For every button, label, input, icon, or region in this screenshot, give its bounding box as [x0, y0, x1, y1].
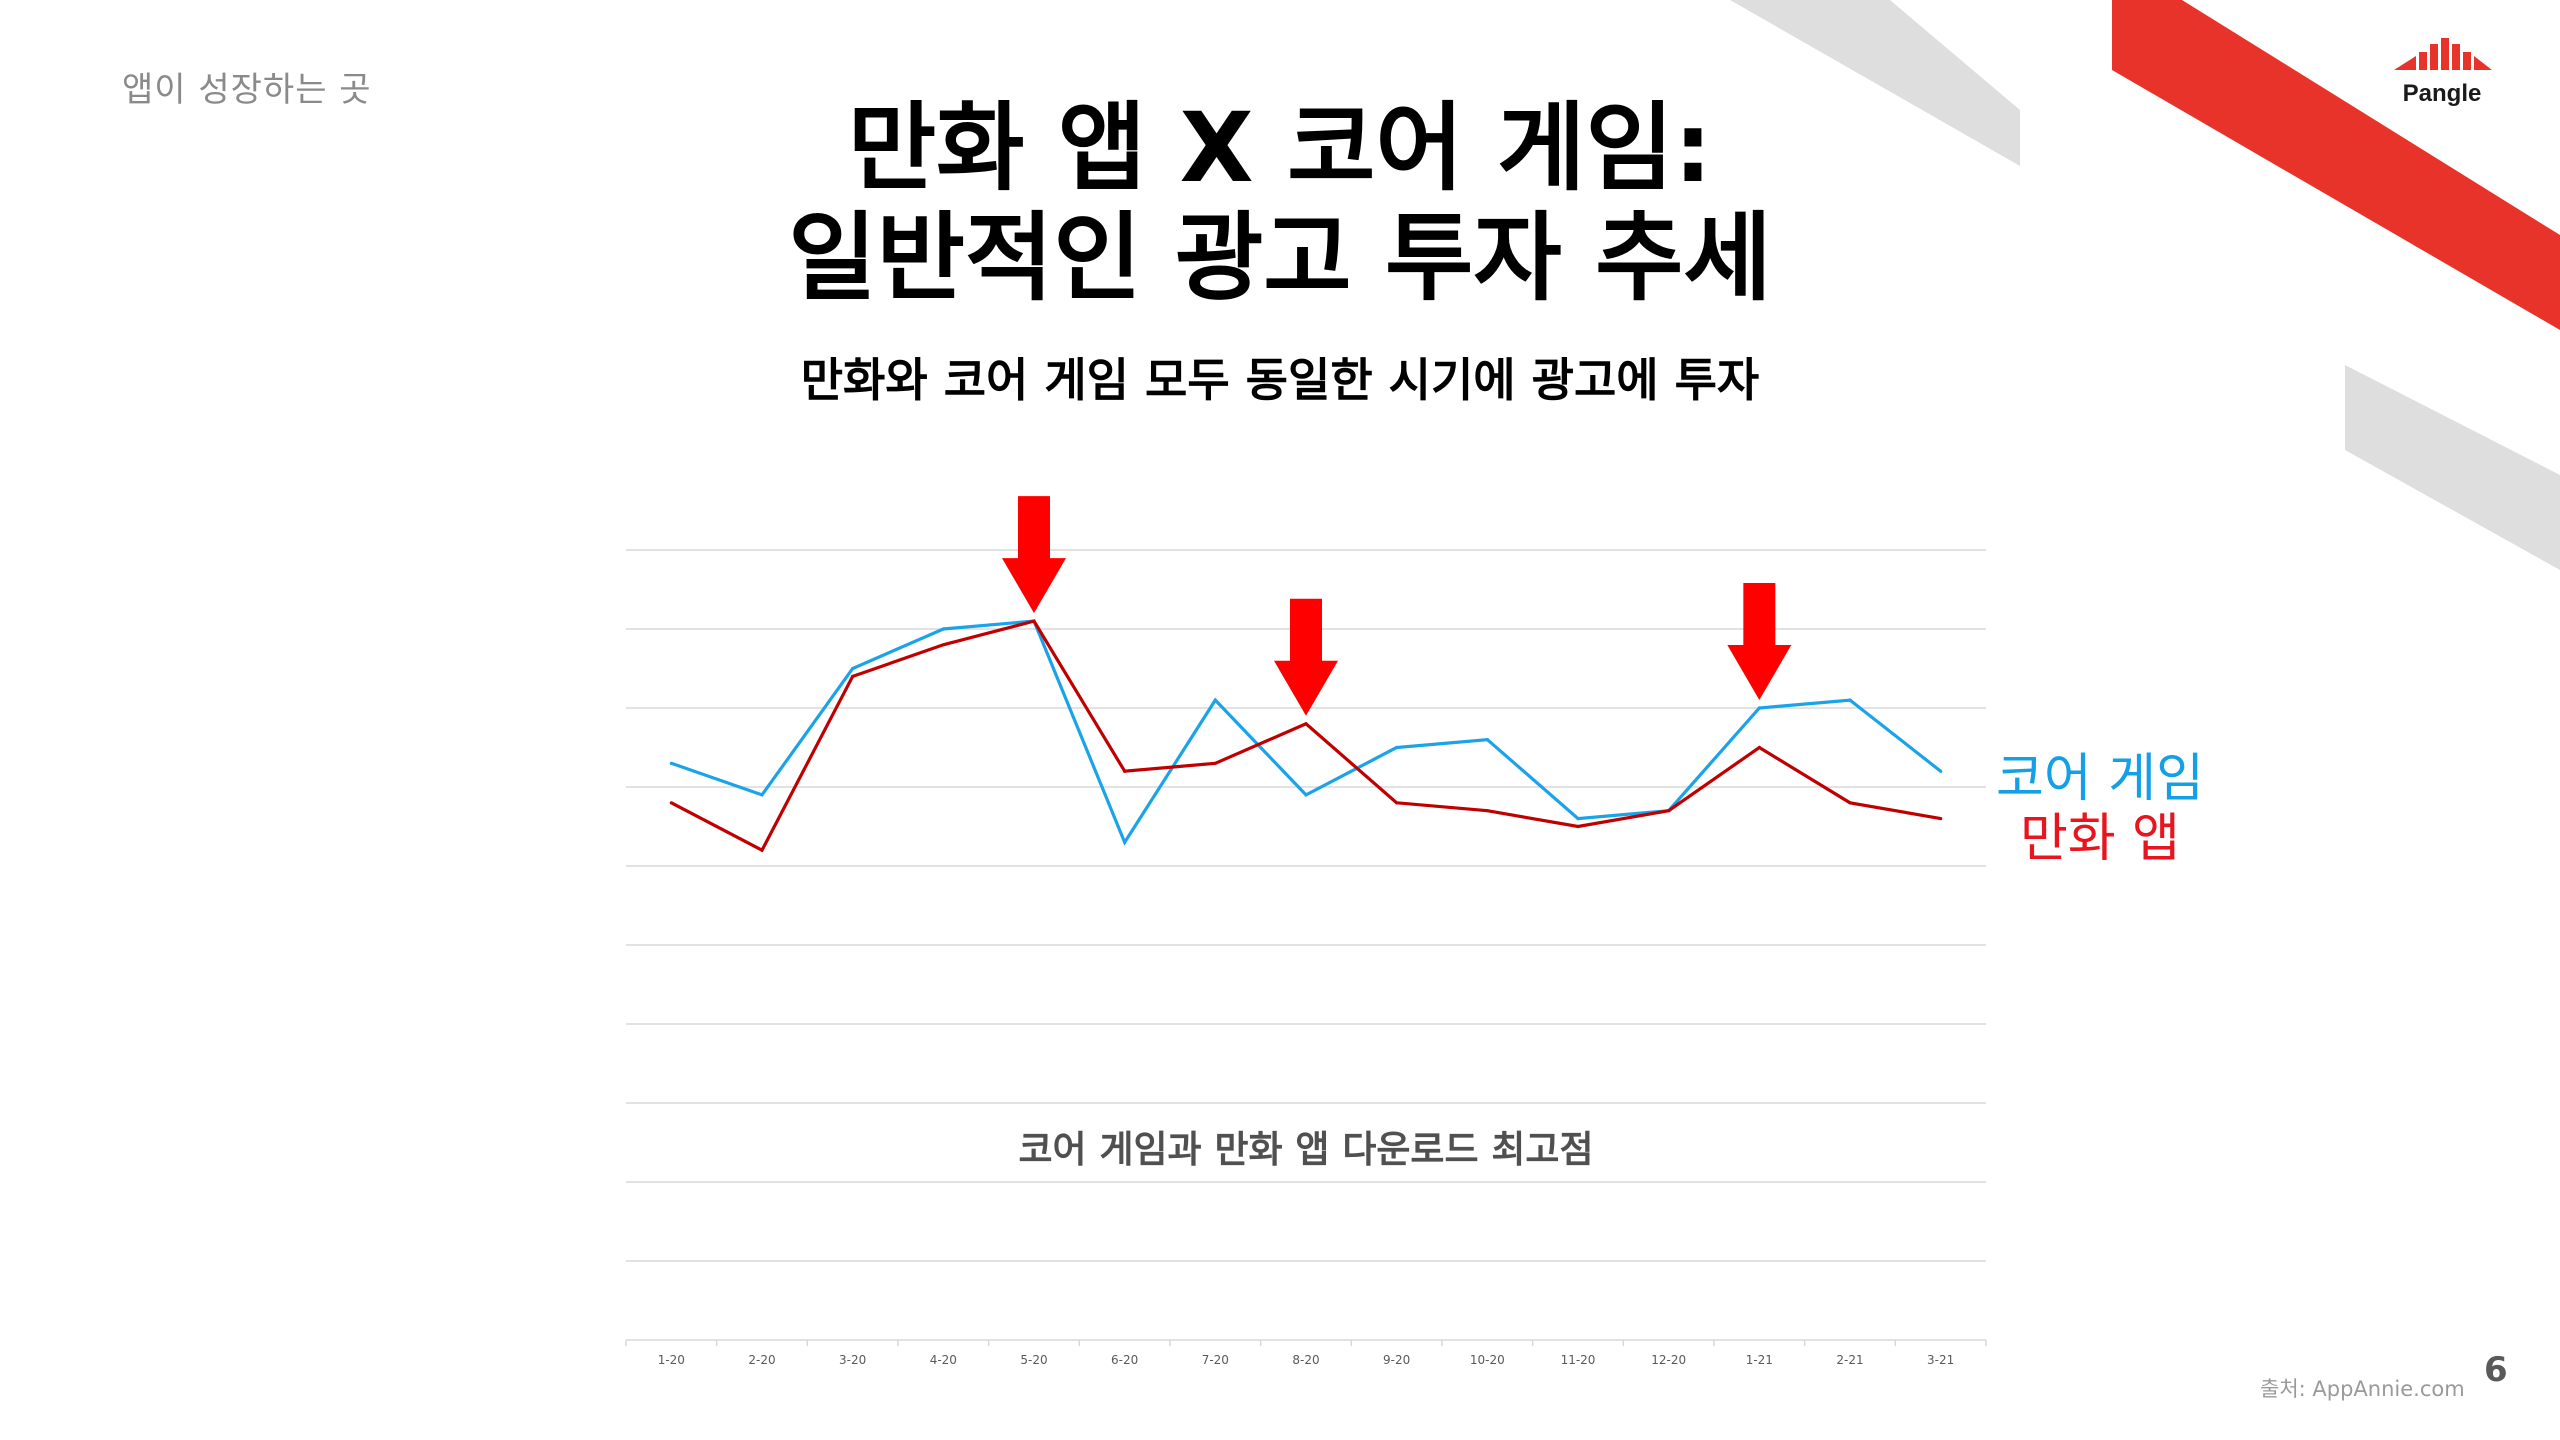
data-point: [1576, 817, 1580, 821]
pangle-logo-icon: [2394, 38, 2492, 70]
x-tick-label: 4-20: [930, 1353, 957, 1367]
data-point: [669, 761, 673, 765]
source-note: 출처: AppAnnie.com: [2260, 1377, 2465, 1401]
data-point: [1939, 817, 1943, 821]
data-point: [1667, 809, 1671, 813]
gray-band-right: [2345, 365, 2560, 570]
legend-core-game: 코어 게임: [1996, 749, 2204, 809]
brand-name: Pangle: [2402, 80, 2482, 107]
data-point: [1123, 769, 1127, 773]
x-tick-label: 6-20: [1111, 1353, 1138, 1367]
data-point: [941, 643, 945, 647]
x-tick-label: 9-20: [1383, 1353, 1410, 1367]
x-tick-label: 8-20: [1292, 1353, 1319, 1367]
data-point: [1485, 738, 1489, 742]
chart-title: 코어 게임과 만화 앱 다운로드 최고점: [1018, 1128, 1593, 1171]
slide-title-line1: 만화 앱 X 코어 게임:: [847, 92, 1713, 204]
data-point: [1032, 619, 1036, 623]
data-point: [1395, 745, 1399, 750]
highlight-arrow-icon: [1727, 583, 1792, 700]
x-tick-label: 12-20: [1651, 1353, 1686, 1367]
x-tick-label: 1-20: [658, 1353, 685, 1367]
highlight-arrow-icon: [1002, 496, 1066, 614]
tagline: 앱이 성장하는 곳: [122, 70, 372, 110]
data-point: [760, 793, 764, 797]
red-band: [2112, 0, 2560, 330]
page-number: 6: [2484, 1350, 2508, 1390]
x-tick-label: 2-20: [748, 1353, 775, 1367]
slide-title-line2: 일반적인 광고 투자 추세: [788, 202, 1772, 314]
data-point: [1848, 801, 1852, 805]
data-point: [1213, 761, 1217, 765]
data-point: [1304, 793, 1308, 797]
x-tick-label: 7-20: [1202, 1353, 1229, 1367]
x-tick-label: 3-21: [1927, 1353, 1954, 1367]
data-point: [1395, 801, 1399, 805]
x-tick-label: 2-21: [1836, 1353, 1863, 1367]
data-point: [941, 627, 945, 631]
data-point: [1848, 698, 1852, 702]
legend-manga-app: 만화 앱: [2019, 809, 2181, 869]
x-tick-label: 11-20: [1561, 1353, 1596, 1367]
data-point: [1213, 698, 1217, 702]
data-point: [1757, 706, 1761, 710]
data-point: [1304, 722, 1308, 726]
data-point: [1123, 840, 1127, 844]
x-tick-label: 5-20: [1020, 1353, 1047, 1367]
slide-subtitle: 만화와 코어 게임 모두 동일한 시기에 광고에 투자: [800, 353, 1760, 407]
x-tick-label: 10-20: [1470, 1353, 1505, 1367]
data-point: [1939, 769, 1943, 773]
gray-band-top: [1730, 0, 2020, 166]
x-tick-label: 1-21: [1746, 1353, 1773, 1367]
data-point: [1576, 824, 1580, 829]
x-tick-label: 3-20: [839, 1353, 866, 1367]
data-point: [851, 666, 855, 671]
data-point: [669, 801, 673, 805]
data-point: [1485, 809, 1489, 813]
data-point: [851, 674, 855, 679]
data-point: [760, 848, 764, 852]
data-point: [1757, 745, 1761, 750]
highlight-arrow-icon: [1274, 598, 1338, 716]
